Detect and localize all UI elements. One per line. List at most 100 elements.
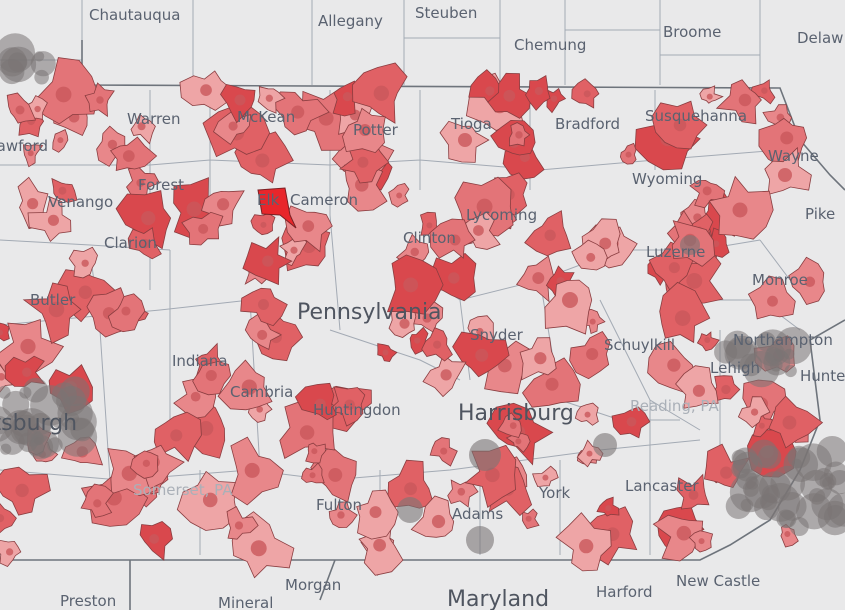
place-label: Butler [30, 291, 76, 309]
area-center [721, 384, 731, 395]
area-center [81, 259, 89, 267]
area [0, 503, 17, 534]
area-center [625, 151, 632, 158]
area-center [458, 133, 472, 147]
area-center [186, 201, 202, 217]
area-center [473, 225, 484, 236]
area-center [712, 240, 720, 248]
cluster [778, 510, 797, 528]
area-center [534, 352, 547, 365]
area-center [149, 534, 160, 544]
place-label: Pike [805, 205, 835, 223]
area-center [476, 327, 484, 336]
area-center [141, 210, 156, 226]
area-center [422, 313, 432, 323]
area-center [234, 94, 246, 106]
place-label: Hunte [800, 367, 845, 385]
cluster [774, 326, 812, 365]
place-label: New Castle [676, 572, 760, 590]
area-center [509, 422, 517, 429]
place-label: Snyder [470, 326, 524, 344]
area-center [241, 379, 257, 395]
area-center [449, 234, 461, 246]
place-label: Venango [48, 193, 113, 211]
area-center [15, 483, 29, 498]
place-label: Cameron [290, 191, 358, 209]
place-label: Clinton [403, 229, 456, 247]
cluster [794, 443, 833, 482]
area-center [200, 84, 212, 96]
area-center [589, 318, 596, 325]
area-center [605, 505, 612, 512]
area-center [22, 367, 32, 378]
area-center [5, 548, 14, 556]
place-label: Susquehanna [645, 107, 747, 125]
area-center [198, 223, 209, 234]
cluster [756, 331, 776, 352]
area-center [27, 198, 39, 210]
area-center [290, 246, 298, 254]
place-label: Crawford [0, 137, 48, 155]
area-center [244, 462, 260, 478]
cluster [680, 235, 700, 255]
area-center [250, 540, 267, 557]
place-label: Huntingdon [313, 401, 401, 419]
cluster [731, 459, 751, 479]
area-center [107, 139, 118, 150]
area-center [457, 487, 466, 496]
place-label: McKean [237, 108, 295, 126]
area-center [0, 373, 6, 381]
area-center [314, 398, 326, 410]
area-center [0, 329, 4, 336]
area-center [720, 466, 733, 479]
area-center [562, 292, 578, 308]
place-label: Delaw [797, 29, 843, 47]
area-center [205, 369, 217, 382]
area-center [382, 349, 389, 356]
place-label: Luzerne [646, 243, 705, 261]
place-label: Potter [353, 121, 399, 139]
place-label: Monroe [752, 271, 808, 289]
cluster [796, 493, 833, 530]
area-center [291, 105, 305, 119]
area-center [431, 514, 446, 529]
area-center [404, 482, 417, 496]
area-center [532, 272, 545, 285]
area-center [545, 377, 559, 391]
area-center [599, 237, 612, 250]
place-label: Schuylkill [604, 336, 675, 354]
area-center [202, 492, 218, 508]
area-center [302, 220, 315, 232]
place-label: Steuben [415, 4, 477, 22]
area-center [15, 105, 25, 115]
area-center [433, 340, 442, 349]
area-center [373, 538, 386, 552]
area-center [485, 86, 495, 96]
area [652, 514, 704, 562]
area-center [344, 399, 355, 411]
area-center [692, 384, 705, 397]
area-center [121, 306, 131, 316]
area-center [761, 87, 768, 94]
area-center [674, 310, 691, 326]
density-areas [0, 33, 845, 579]
area-center [515, 438, 522, 445]
area-center [767, 295, 778, 307]
area-center [359, 124, 371, 136]
area-center [48, 301, 65, 318]
area-center [265, 94, 273, 102]
area-center [93, 499, 102, 508]
area-center [738, 93, 752, 107]
place-label: Pennsylvania [297, 300, 442, 325]
area-center [448, 272, 460, 284]
place-label: Reading, PA [630, 397, 720, 415]
area-center [586, 450, 593, 457]
area-center [96, 96, 104, 104]
area-center [542, 474, 549, 481]
area-center [583, 90, 591, 98]
area-center [369, 506, 382, 519]
area [497, 412, 522, 438]
area-center [673, 118, 687, 132]
area-center [515, 131, 523, 139]
